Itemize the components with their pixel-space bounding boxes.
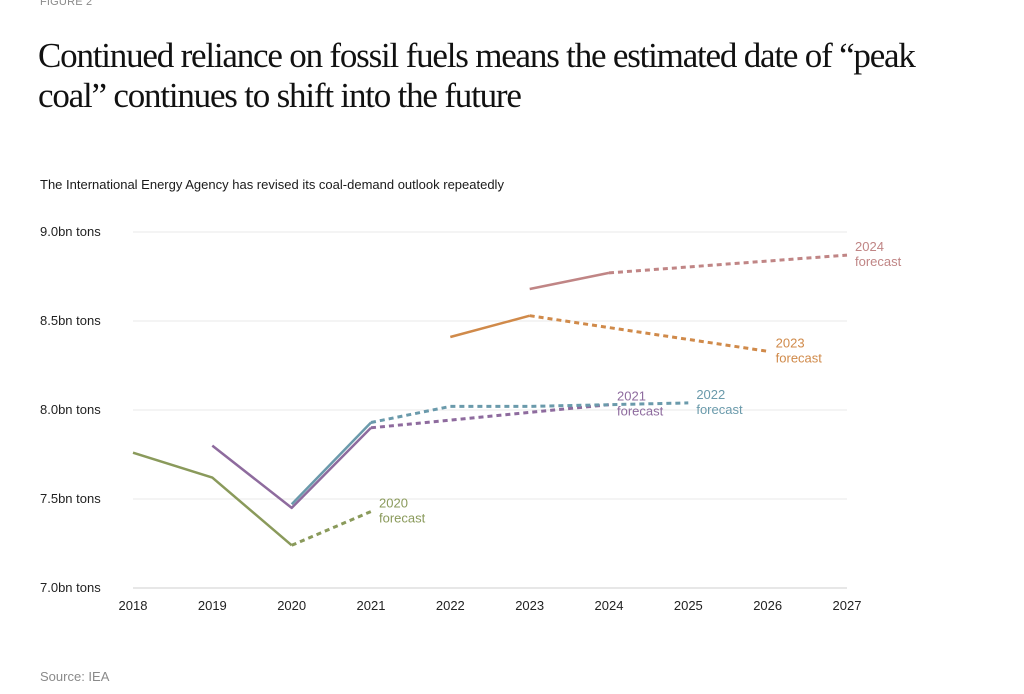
- 2022-forecast-label: 2022 forecast: [696, 387, 743, 417]
- 2020-forecast-estimate-line: [132, 451, 293, 547]
- x-tick-label: 2026: [753, 598, 782, 613]
- chart-title: Continued reliance on fossil fuels means…: [38, 36, 916, 115]
- y-axis-ticks: 7.0bn tons 7.5bn tons 8.0bn tons 8.5bn tons…: [40, 224, 101, 595]
- 2020-forecast-projected-line: [291, 510, 372, 547]
- 2024-forecast-projected-line: [608, 253, 848, 275]
- 2023-forecast-estimate-line: [449, 314, 531, 339]
- 2024-forecast-estimate-line: [529, 271, 610, 291]
- series-lines: [132, 253, 848, 547]
- x-tick-label: 2021: [357, 598, 386, 613]
- x-tick-label: 2023: [515, 598, 544, 613]
- gridlines: [133, 231, 847, 589]
- y-tick-label: 7.5bn tons: [40, 491, 101, 506]
- 2021-forecast-estimate-line: [211, 426, 372, 510]
- 2021-forecast-label: 2021 forecast: [617, 389, 664, 419]
- 2023-forecast-projected-line: [529, 314, 768, 353]
- source-note: Source: IEA: [40, 669, 110, 684]
- x-tick-label: 2022: [436, 598, 465, 613]
- chart-subtitle: The International Energy Agency has revi…: [40, 177, 504, 192]
- series-labels: 2020 forecast 2021 forecast 2022 forecast 2023…: [379, 239, 902, 525]
- 2023-forecast-label: 2023 forecast: [776, 335, 823, 365]
- y-tick-label: 8.5bn tons: [40, 313, 101, 328]
- y-tick-label: 9.0bn tons: [40, 224, 101, 239]
- 2021-forecast-projected-line: [370, 403, 610, 430]
- x-tick-label: 2020: [277, 598, 306, 613]
- x-axis-ticks: 2018 2019 2020 2021 2022 2023 2024 2025 2026 2027: [119, 598, 862, 613]
- figure-label: FIGURE 2: [40, 0, 93, 8]
- 2022-forecast-estimate-line: [290, 421, 372, 506]
- x-tick-label: 2018: [119, 598, 148, 613]
- x-tick-label: 2025: [674, 598, 703, 613]
- x-tick-label: 2024: [595, 598, 624, 613]
- y-tick-label: 8.0bn tons: [40, 402, 101, 417]
- y-tick-label: 7.0bn tons: [40, 580, 101, 595]
- x-tick-label: 2027: [833, 598, 862, 613]
- 2020-forecast-label: 2020 forecast: [379, 495, 426, 525]
- 2024-forecast-label: 2024 forecast: [855, 239, 902, 269]
- x-tick-label: 2019: [198, 598, 227, 613]
